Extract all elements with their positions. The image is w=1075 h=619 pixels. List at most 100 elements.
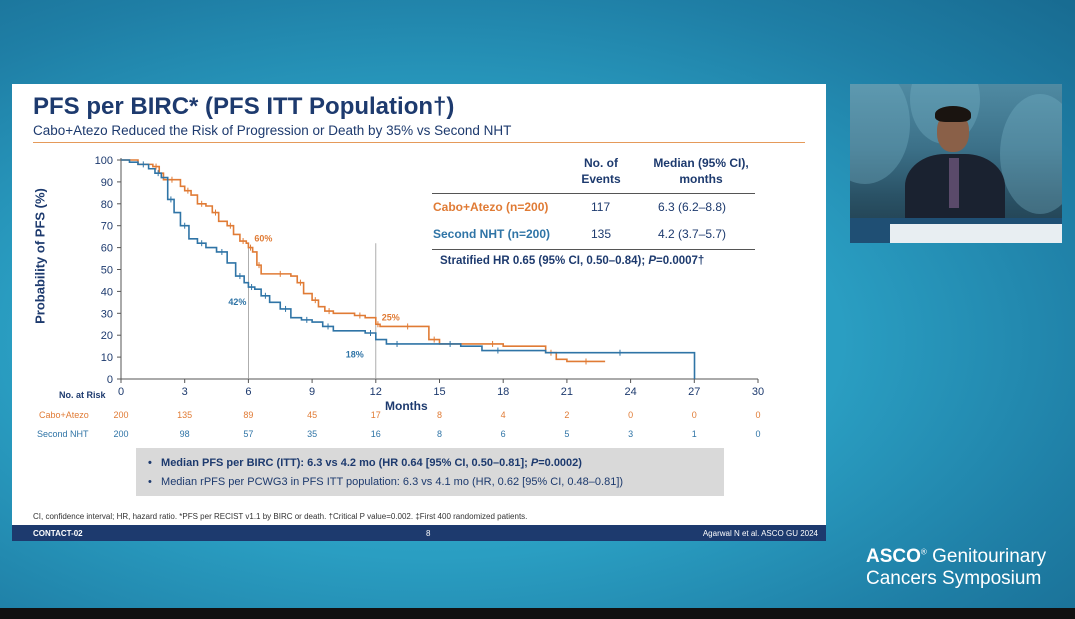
x-tick-label: 3 <box>182 386 188 398</box>
asco-logo: ASCO® Genitourinary Cancers Symposium <box>866 546 1046 590</box>
risk-count-cell: 3 <box>628 429 634 439</box>
risk-count-cell: 35 <box>307 429 318 439</box>
table-header-events: No. of Events <box>572 155 630 187</box>
cabo-atezo-curve <box>121 159 606 363</box>
logo-line-1-text: Genitourinary <box>932 546 1047 567</box>
table-header-median: Median (95% CI), months <box>642 155 760 187</box>
annotation-label: 25% <box>382 312 400 322</box>
table-row-nht-label: Second NHT (n=200) <box>433 227 551 241</box>
table-rule-bottom <box>432 249 755 250</box>
risk-count-cell: 0 <box>691 410 697 420</box>
bottom-black-bar <box>0 608 1075 619</box>
second-nht-curve <box>121 159 696 379</box>
summary-line-1-prefix: Median PFS per BIRC (ITT): 6.3 vs 4.2 mo… <box>161 457 531 469</box>
y-tick-label: 10 <box>101 352 113 364</box>
risk-count-cell: 98 <box>179 429 190 439</box>
risk-count-cell: 16 <box>370 429 381 439</box>
km-chart: 0 10 20 30 40 50 60 70 80 90 100 0 3 6 9 12 15 18 21 24 27 30… <box>95 155 764 398</box>
table-row-nht-median: 4.2 (3.7–5.7) <box>658 227 727 241</box>
y-tick-label: 50 <box>101 265 113 277</box>
x-tick-label: 6 <box>245 386 251 398</box>
summary-line-2: • Median rPFS per PCWG3 in PFS ITT popul… <box>148 476 623 488</box>
summary-line-1: • Median PFS per BIRC (ITT): 6.3 vs 4.2 … <box>148 457 582 469</box>
summary-line-2-text: Median rPFS per PCWG3 in PFS ITT populat… <box>161 476 624 488</box>
risk-count-cell: 200 <box>113 429 129 439</box>
risk-count-cell: 200 <box>113 410 129 420</box>
x-tick-label: 27 <box>688 386 700 398</box>
footer-citation: Agarwal N et al. ASCO GU 2024 <box>702 529 818 538</box>
table-row-cabo-median: 6.3 (6.2–8.8) <box>658 200 727 214</box>
hazard-ratio-suffix: =0.0007† <box>656 255 705 267</box>
hazard-ratio-text: Stratified HR 0.65 (95% CI, 0.50–0.84); … <box>440 255 704 267</box>
table-row-nht-events: 135 <box>591 227 612 241</box>
speaker-hair <box>935 106 971 122</box>
y-tick-label: 30 <box>101 308 113 320</box>
x-tick-label: 12 <box>370 386 382 398</box>
annotation-label: 42% <box>228 297 246 307</box>
x-tick-label: 15 <box>433 386 445 398</box>
summary-box: • Median PFS per BIRC (ITT): 6.3 vs 4.2 … <box>136 448 724 496</box>
logo-brand: ASCO <box>866 546 921 567</box>
risk-count-cell: 17 <box>370 410 381 420</box>
y-tick-label: 40 <box>101 286 113 298</box>
risk-count-cell: 8 <box>436 410 442 420</box>
annotation-label: 60% <box>254 234 272 244</box>
summary-line-1-p: P <box>530 457 539 469</box>
y-tick-label: 70 <box>101 221 113 233</box>
risk-count-cell: 1 <box>691 429 697 439</box>
table-rule-top <box>432 193 755 194</box>
x-tick-label: 30 <box>752 386 764 398</box>
slide-subtitle: Cabo+Atezo Reduced the Risk of Progressi… <box>33 123 512 138</box>
bullet-1: • <box>148 457 162 469</box>
bullet-2: • <box>148 476 162 488</box>
presentation-slide: PFS per BIRC* (PFS ITT Population†) Cabo… <box>12 84 826 541</box>
summary-line-1-suffix: =0.0002) <box>538 457 582 469</box>
x-tick-label: 24 <box>624 386 636 398</box>
risk-count-cell: 57 <box>243 429 254 439</box>
speaker-tie <box>949 158 959 208</box>
logo-line-2: Cancers Symposium <box>866 568 1042 589</box>
title-divider <box>33 142 805 143</box>
logo-line-1: ASCO® Genitourinary <box>866 546 1046 568</box>
table-row-cabo-events: 117 <box>591 200 611 214</box>
risk-count-cell: 2 <box>564 410 570 420</box>
speaker-video-feed <box>850 84 1062 243</box>
table-row-cabo-label: Cabo+Atezo (n=200) <box>433 200 549 214</box>
slide-title: PFS per BIRC* (PFS ITT Population†) <box>33 93 455 120</box>
x-tick-label: 0 <box>118 386 124 398</box>
table-header-events-text: No. of Events <box>581 156 621 186</box>
x-axis-label: Months <box>385 399 428 413</box>
risk-count-cell: 6 <box>500 429 506 439</box>
risk-count-cell: 0 <box>628 410 634 420</box>
risk-count-cell: 89 <box>243 410 254 420</box>
risk-count-cell: 0 <box>755 410 761 420</box>
risk-count-cell: 0 <box>755 429 761 439</box>
risk-count-cell: 45 <box>307 410 318 420</box>
y-tick-label: 0 <box>107 374 113 386</box>
y-tick-label: 100 <box>95 155 113 167</box>
slide-footer: CONTACT-02 8 Agarwal N et al. ASCO GU 20… <box>12 525 826 541</box>
annotation-label: 18% <box>346 350 364 360</box>
x-tick-label: 21 <box>561 386 573 398</box>
logo-registered: ® <box>920 547 927 557</box>
y-tick-label: 60 <box>101 243 113 255</box>
hazard-ratio-p: P <box>648 255 657 267</box>
risk-count-cell: 135 <box>177 410 193 420</box>
y-tick-label: 90 <box>101 177 113 189</box>
risk-count-cell: 4 <box>500 410 506 420</box>
risk-row-nht-label: Second NHT <box>37 429 89 439</box>
footer-trial-name: CONTACT-02 <box>33 529 83 538</box>
x-tick-label: 18 <box>497 386 509 398</box>
y-tick-label: 20 <box>101 330 113 342</box>
risk-count-cell: 5 <box>564 429 570 439</box>
risk-count-cell: 8 <box>436 429 442 439</box>
podium-sign <box>890 224 1062 243</box>
hazard-ratio-prefix: Stratified HR 0.65 (95% CI, 0.50–0.84); <box>440 255 649 267</box>
x-tick-label: 9 <box>309 386 315 398</box>
footnote: CI, confidence interval; HR, hazard rati… <box>33 512 528 521</box>
risk-row-cabo-label: Cabo+Atezo <box>39 410 89 420</box>
y-tick-label: 80 <box>101 199 113 211</box>
risk-table-title: No. at Risk <box>59 390 106 400</box>
table-header-median-text: Median (95% CI), months <box>653 156 749 186</box>
footer-page-number: 8 <box>426 529 431 538</box>
